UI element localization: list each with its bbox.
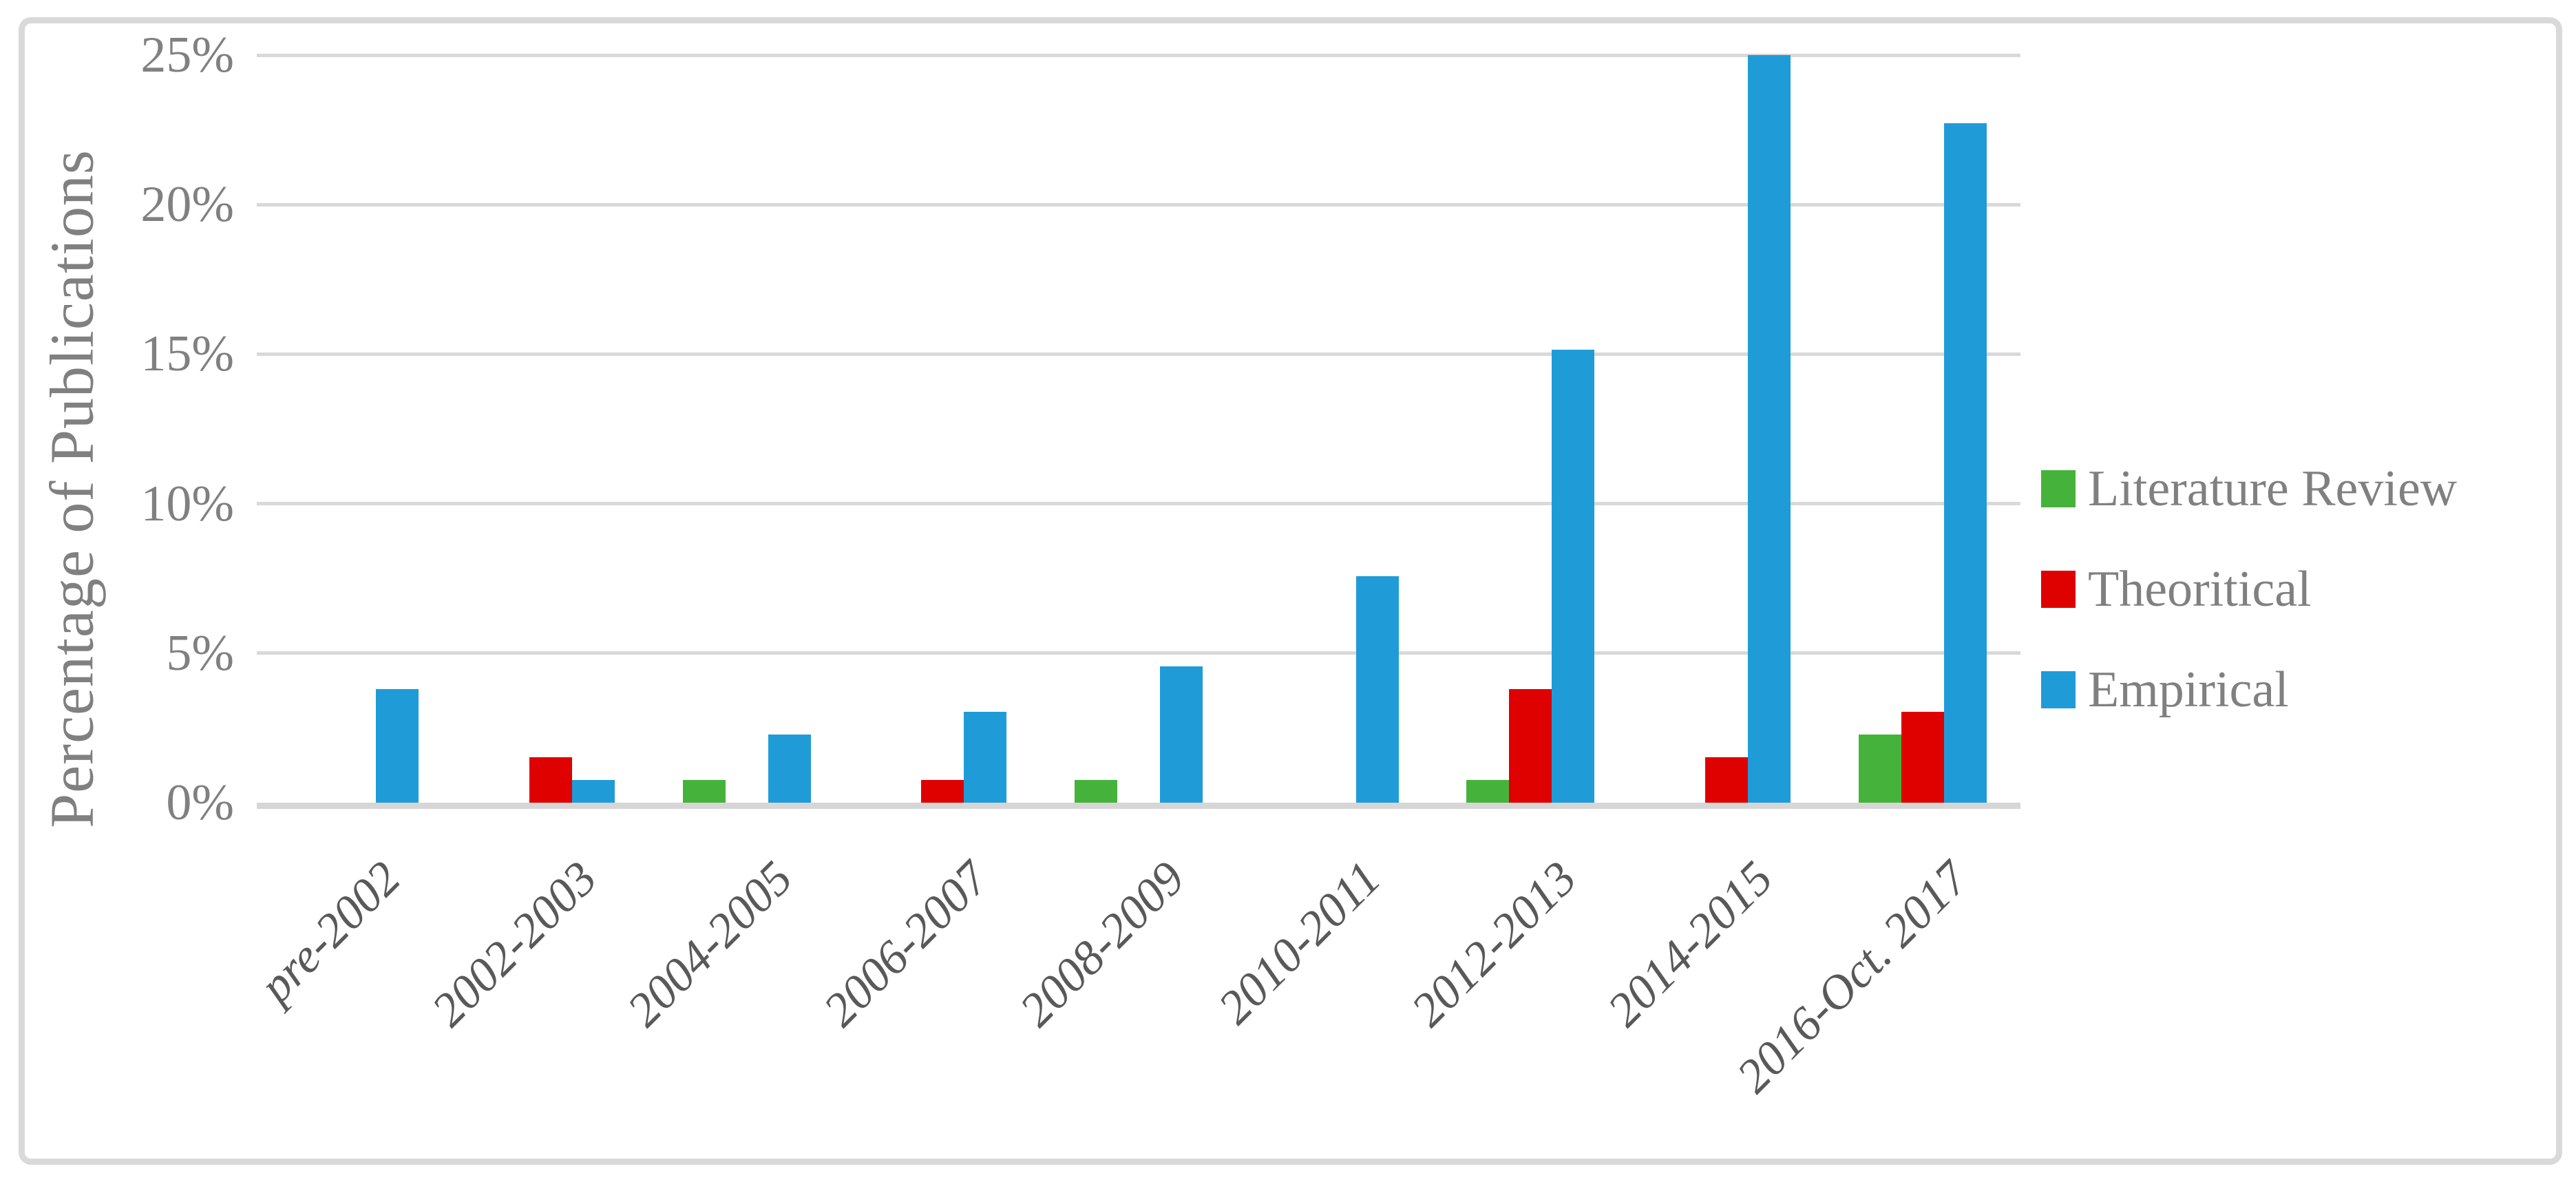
legend-marker-empirical bbox=[2041, 671, 2076, 708]
gridline-15pct bbox=[257, 352, 2020, 356]
legend-item-empirical: Empirical bbox=[2041, 662, 2289, 718]
bar-literature-review-2008-2009 bbox=[1075, 779, 1117, 803]
legend-item-theoritical: Theoritical bbox=[2041, 561, 2312, 618]
y-tick-label-0pct: 0% bbox=[166, 774, 234, 831]
bar-empirical-pre-2002 bbox=[376, 689, 419, 803]
y-tick-label-25pct: 25% bbox=[140, 27, 234, 83]
bar-empirical-2012-2013 bbox=[1552, 349, 1595, 803]
bar-empirical-2004-2005 bbox=[768, 735, 811, 803]
x-axis-label-2004-2005: 2004-2005 bbox=[617, 852, 803, 1037]
bar-empirical-2014-2015 bbox=[1748, 55, 1791, 803]
gridline-10pct bbox=[257, 502, 2020, 506]
legend-label-empirical: Empirical bbox=[2088, 662, 2289, 718]
x-axis-label-pre-2002: pre-2002 bbox=[249, 852, 411, 1013]
x-axis-label-2002-2003: 2002-2003 bbox=[421, 852, 607, 1037]
gridline-20pct bbox=[257, 202, 2020, 207]
bar-theoritical-2006-2007 bbox=[921, 779, 964, 803]
x-axis-label-2008-2009: 2008-2009 bbox=[1009, 852, 1195, 1037]
bar-literature-review-2012-2013 bbox=[1466, 779, 1510, 803]
x-axis-label-2006-2007: 2006-2007 bbox=[814, 852, 999, 1037]
bar-empirical-2008-2009 bbox=[1160, 666, 1203, 803]
x-axis-line bbox=[257, 803, 2020, 809]
figure-frame bbox=[19, 17, 2562, 1165]
gridline-5pct bbox=[257, 651, 2020, 655]
bar-theoritical-2016-oct-2017 bbox=[1901, 712, 1944, 803]
y-tick-label-20pct: 20% bbox=[140, 176, 234, 233]
bar-theoritical-2012-2013 bbox=[1509, 689, 1552, 803]
bar-empirical-2002-2003 bbox=[572, 779, 615, 803]
y-axis-title: Percentage of Publications bbox=[38, 149, 107, 828]
legend-label-theoritical: Theoritical bbox=[2088, 561, 2312, 618]
bar-empirical-2006-2007 bbox=[964, 712, 1007, 803]
x-axis-label-2014-2015: 2014-2015 bbox=[1597, 852, 1783, 1037]
bar-literature-review-2004-2005 bbox=[682, 779, 726, 803]
bar-empirical-2010-2011 bbox=[1355, 576, 1399, 803]
bar-theoritical-2014-2015 bbox=[1705, 757, 1748, 803]
legend-marker-literature-review bbox=[2041, 470, 2076, 507]
bar-literature-review-2016-oct-2017 bbox=[1858, 735, 1901, 803]
legend-label-literature-review: Literature Review bbox=[2088, 461, 2458, 517]
legend-marker-theoritical bbox=[2041, 571, 2076, 608]
y-tick-label-10pct: 10% bbox=[140, 475, 234, 532]
bar-empirical-2016-oct-2017 bbox=[1943, 123, 1987, 803]
y-tick-label-5pct: 5% bbox=[166, 624, 234, 682]
y-tick-label-15pct: 15% bbox=[140, 326, 234, 383]
legend-item-literature-review: Literature Review bbox=[2041, 461, 2458, 517]
x-axis-label-2010-2011: 2010-2011 bbox=[1208, 852, 1391, 1035]
gridline-25pct bbox=[257, 53, 2020, 57]
x-axis-label-2012-2013: 2012-2013 bbox=[1402, 852, 1587, 1037]
bar-theoritical-2002-2003 bbox=[529, 757, 572, 803]
